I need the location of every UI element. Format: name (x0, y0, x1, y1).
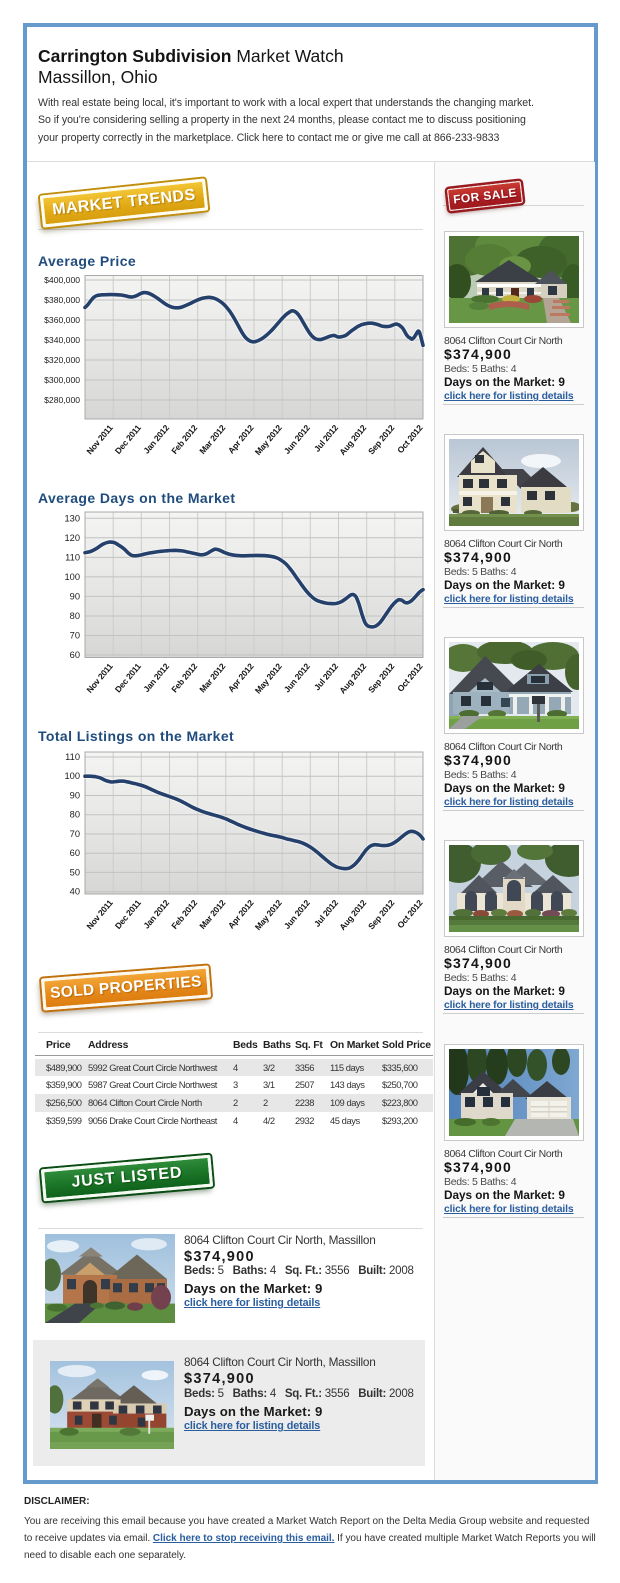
svg-text:120: 120 (64, 533, 80, 543)
svg-text:90: 90 (70, 791, 80, 801)
svg-text:Nov 2011: Nov 2011 (84, 898, 115, 932)
svg-text:Dec 2011: Dec 2011 (113, 661, 143, 694)
svg-text:110: 110 (65, 552, 80, 562)
svg-text:110: 110 (65, 752, 80, 762)
svg-text:Dec 2011: Dec 2011 (113, 897, 143, 930)
svg-text:Oct 2012: Oct 2012 (395, 661, 425, 694)
svg-text:May 2012: May 2012 (253, 898, 284, 933)
svg-text:May 2012: May 2012 (253, 661, 284, 696)
svg-text:Oct 2012: Oct 2012 (395, 897, 425, 930)
svg-text:$360,000: $360,000 (44, 315, 80, 325)
svg-text:Jan 2012: Jan 2012 (141, 423, 171, 456)
svg-text:$380,000: $380,000 (44, 295, 80, 305)
svg-text:Sep 2012: Sep 2012 (366, 423, 397, 457)
svg-text:Mar 2012: Mar 2012 (197, 661, 227, 694)
svg-text:40: 40 (70, 887, 80, 897)
svg-text:100: 100 (64, 572, 80, 582)
svg-text:Feb 2012: Feb 2012 (169, 423, 199, 456)
svg-text:Aug 2012: Aug 2012 (337, 898, 368, 933)
svg-text:Aug 2012: Aug 2012 (337, 661, 368, 696)
svg-text:$340,000: $340,000 (44, 335, 80, 345)
svg-text:Jan 2012: Jan 2012 (141, 661, 171, 694)
svg-text:Apr 2012: Apr 2012 (226, 422, 256, 455)
svg-text:Jul 2012: Jul 2012 (312, 661, 341, 692)
svg-text:Feb 2012: Feb 2012 (169, 898, 199, 931)
svg-text:60: 60 (70, 848, 80, 858)
svg-text:$280,000: $280,000 (44, 395, 80, 405)
svg-text:Nov 2011: Nov 2011 (84, 661, 115, 695)
svg-text:Sep 2012: Sep 2012 (366, 661, 397, 695)
svg-text:Jun 2012: Jun 2012 (282, 661, 312, 694)
svg-text:Dec 2011: Dec 2011 (113, 422, 143, 455)
svg-text:60: 60 (70, 650, 80, 660)
svg-text:100: 100 (64, 771, 80, 781)
svg-text:Jun 2012: Jun 2012 (282, 898, 312, 931)
svg-text:$400,000: $400,000 (44, 275, 80, 285)
svg-text:Jan 2012: Jan 2012 (141, 898, 171, 931)
svg-text:80: 80 (70, 810, 80, 820)
svg-text:May 2012: May 2012 (253, 423, 284, 458)
svg-text:50: 50 (70, 867, 80, 877)
svg-text:70: 70 (70, 829, 80, 839)
svg-text:Oct 2012: Oct 2012 (395, 422, 425, 455)
svg-text:$320,000: $320,000 (44, 355, 80, 365)
svg-text:Mar 2012: Mar 2012 (197, 898, 227, 931)
svg-text:Nov 2011: Nov 2011 (84, 423, 115, 457)
svg-text:90: 90 (70, 591, 80, 601)
svg-text:Feb 2012: Feb 2012 (169, 661, 199, 694)
svg-text:Jul 2012: Jul 2012 (312, 422, 341, 453)
svg-text:80: 80 (70, 611, 80, 621)
svg-text:Sep 2012: Sep 2012 (366, 898, 397, 932)
svg-text:70: 70 (70, 631, 80, 641)
svg-text:Apr 2012: Apr 2012 (226, 661, 256, 694)
svg-text:Jun 2012: Jun 2012 (282, 423, 312, 456)
svg-text:Apr 2012: Apr 2012 (226, 897, 256, 930)
svg-text:Aug 2012: Aug 2012 (337, 423, 368, 458)
svg-text:Mar 2012: Mar 2012 (197, 423, 227, 456)
svg-text:$300,000: $300,000 (44, 375, 80, 385)
svg-text:130: 130 (64, 513, 80, 523)
svg-text:Jul 2012: Jul 2012 (312, 897, 341, 928)
